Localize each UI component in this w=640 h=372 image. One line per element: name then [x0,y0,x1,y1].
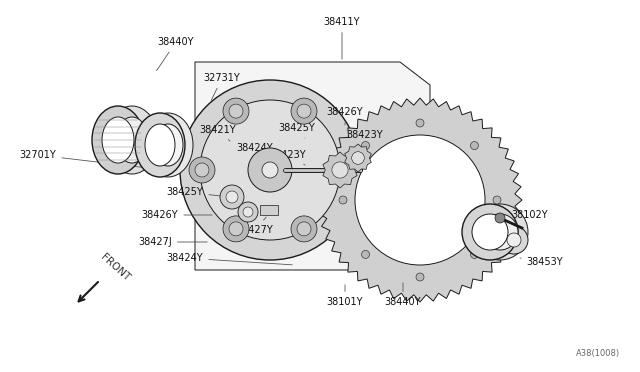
Text: 38440Y: 38440Y [385,283,421,307]
Ellipse shape [229,222,243,236]
Ellipse shape [472,204,528,260]
Circle shape [243,207,253,217]
Circle shape [495,213,505,223]
Circle shape [470,250,479,259]
Ellipse shape [297,104,311,118]
Circle shape [416,119,424,127]
Ellipse shape [189,157,215,183]
Ellipse shape [106,106,158,174]
Ellipse shape [143,113,193,177]
Text: A38(1008): A38(1008) [576,349,620,358]
Text: 38423Y: 38423Y [347,130,383,148]
Ellipse shape [297,222,311,236]
Text: 38101Y: 38101Y [327,285,364,307]
Text: 38424Y: 38424Y [237,143,273,157]
Text: 38426Y: 38426Y [326,107,364,125]
Ellipse shape [195,163,209,177]
Ellipse shape [472,214,508,250]
Circle shape [362,142,369,150]
Circle shape [332,162,348,178]
Ellipse shape [153,124,183,166]
Ellipse shape [145,124,175,166]
Ellipse shape [325,157,351,183]
Text: 38411Y: 38411Y [324,17,360,59]
Ellipse shape [262,162,278,178]
Text: 38425Y: 38425Y [278,123,316,138]
Polygon shape [345,144,371,172]
Text: 38424Y: 38424Y [166,253,292,265]
Polygon shape [318,98,522,302]
Text: 32731Y: 32731Y [204,73,241,100]
Text: 38440Y: 38440Y [157,37,195,71]
Ellipse shape [291,216,317,242]
Ellipse shape [116,117,148,163]
Ellipse shape [223,98,249,124]
Ellipse shape [223,216,249,242]
Text: 38426Y: 38426Y [141,210,212,220]
Ellipse shape [180,80,360,260]
Ellipse shape [500,226,528,254]
Ellipse shape [507,233,521,247]
Text: 38102Y: 38102Y [508,210,548,222]
Circle shape [238,202,258,222]
Ellipse shape [462,204,518,260]
Text: 32701Y: 32701Y [20,150,145,168]
Circle shape [362,250,369,259]
Bar [260,205,278,215]
Ellipse shape [248,148,292,192]
Text: 38425Y: 38425Y [166,187,227,197]
Ellipse shape [135,113,185,177]
Text: 38423Y: 38423Y [269,150,307,165]
Ellipse shape [92,106,144,174]
Text: FRONT: FRONT [99,253,131,283]
Ellipse shape [331,163,345,177]
Circle shape [470,142,479,150]
Text: 38427J: 38427J [138,237,207,247]
Ellipse shape [482,214,518,250]
Circle shape [493,196,501,204]
Polygon shape [195,62,430,270]
Text: 38453Y: 38453Y [520,257,563,267]
Ellipse shape [229,104,243,118]
Circle shape [220,185,244,209]
Circle shape [416,273,424,281]
Ellipse shape [291,98,317,124]
Text: 38421Y: 38421Y [200,125,236,141]
Ellipse shape [102,117,134,163]
Circle shape [355,135,485,265]
Circle shape [226,191,238,203]
Ellipse shape [200,100,340,240]
Circle shape [339,196,347,204]
Text: 38427Y: 38427Y [237,217,273,235]
Circle shape [352,152,364,164]
Polygon shape [323,152,357,188]
